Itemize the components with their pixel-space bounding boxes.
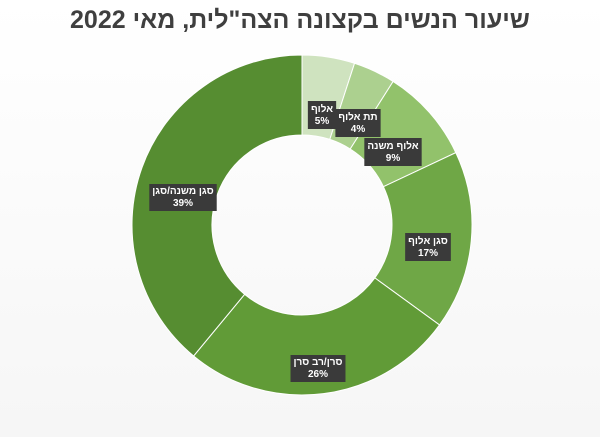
data-label-category: תת אלוף [338,111,377,123]
data-label-value: 9% [386,153,401,164]
data-label-category: אלוף [311,103,333,115]
data-label-value: 26% [308,369,328,380]
data-label-value: 39% [173,198,193,209]
data-label-value: 4% [351,124,366,135]
donut-slice [131,54,303,357]
data-label-value: 17% [418,248,438,259]
data-label-category: סגן אלוף [408,235,448,247]
chart-title: שיעור הנשים בקצונה הצה"לית, מאי 2022 [70,6,530,34]
donut-slice [192,277,441,396]
data-label-category: סרן/רב סרן [294,357,343,368]
data-label-category: אלוף משנה [367,140,418,152]
data-label-category: סגן משנה/סגן [152,186,213,197]
data-label-value: 5% [315,116,330,127]
